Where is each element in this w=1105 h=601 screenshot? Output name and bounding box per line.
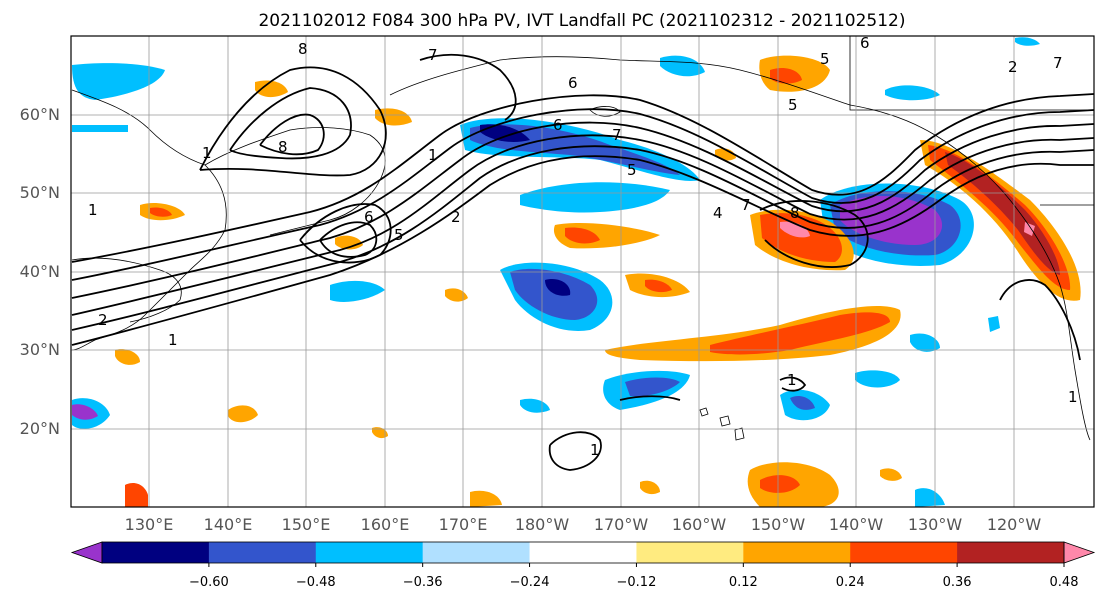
colorbar-tick-label: 0.24 [836,575,865,590]
pv-contours [71,53,1095,471]
lat-label: 20°N [20,419,60,438]
lon-label: 150°W [751,515,806,534]
contour-label: 7 [428,46,438,64]
contour-label: 5 [820,50,830,68]
lat-label: 30°N [20,340,60,359]
contour-label: 6 [860,34,870,52]
lon-label: 180°W [515,515,570,534]
colorbar-tick-label: −0.12 [617,575,657,590]
contour-label: 8 [278,138,288,156]
contour-label: 6 [568,74,578,92]
map-panel: 8 7 6 5 8 1 1 2 6 5 2 1 7 6 5 4 7 8 6 5 … [70,34,1095,508]
contour-label: 5 [788,96,798,114]
latitude-labels: 60°N 50°N 40°N 30°N 20°N [20,105,60,438]
contour-label: 1 [202,144,212,162]
contour-label: 5 [627,161,637,179]
colorbar-tick-label: −0.48 [296,575,336,590]
contour-label-group: 8 7 6 5 8 1 1 2 6 5 2 1 7 6 5 4 7 8 6 5 … [88,34,1078,459]
contour-label: 1 [787,371,797,389]
contour-label: 2 [1008,58,1018,76]
contour-label: 8 [790,204,800,222]
contour-label: 7 [1053,54,1063,72]
contour-label: 5 [394,226,404,244]
contour-label: 2 [98,311,108,329]
contour-label: 6 [553,116,563,134]
lon-label: 160°W [672,515,727,534]
contour-label: 4 [713,204,723,222]
contour-label: 1 [428,146,438,164]
colorbar-segment [743,542,851,563]
colorbar-tick-label: −0.60 [189,575,229,590]
colorbar-segment [315,542,424,563]
colorbar-segment [102,542,210,563]
contour-label: 1 [590,441,600,459]
contour-label: 1 [1068,388,1078,406]
contour-label: 7 [741,196,751,214]
lon-label: 140°W [829,515,884,534]
colorbar-segment [422,542,531,563]
lon-label: 140°E [204,515,253,534]
lat-label: 60°N [20,105,60,124]
colorbar-frame [101,541,1065,564]
contour-label: 1 [88,201,98,219]
colorbar-tick-label: 0.36 [943,575,972,590]
contour-label: 7 [612,126,622,144]
lon-label: 120°W [987,515,1042,534]
map-frame [70,35,1095,508]
colorbar-tick-label: −0.36 [403,575,443,590]
colorbar-segment [850,542,958,563]
coastlines [71,36,1094,441]
colorbar-tick-label: −0.24 [510,575,550,590]
lon-label: 150°E [282,515,331,534]
lon-label: 130°E [125,515,174,534]
figure-title: 2021102012 F084 300 hPa PV, IVT Landfall… [258,11,905,31]
lon-label: 170°W [594,515,649,534]
longitude-labels: 130°E 140°E 150°E 160°E 170°E 180°W 170°… [125,515,1042,534]
colorbar: −0.60 −0.48 −0.36 −0.24 −0.12 0.12 0.24 0.36 0.4… [70,541,1096,590]
contour-label: 8 [298,40,308,58]
contour-label: 2 [451,208,461,226]
colorbar-segment [636,542,744,563]
lat-label: 40°N [20,262,60,281]
contour-label: 6 [364,208,374,226]
contour-label: 1 [168,331,178,349]
colorbar-extend-low [70,541,103,564]
colorbar-segment [208,542,317,563]
lon-label: 160°E [361,515,410,534]
colorbar-segment [957,542,1065,563]
colorbar-segment [529,542,637,563]
colorbar-tick-label: 0.48 [1050,575,1079,590]
colorbar-extend-high [1063,541,1096,564]
lon-label: 170°E [439,515,488,534]
colorbar-tick-label: 0.12 [729,575,758,590]
lon-label: 130°W [908,515,963,534]
lat-label: 50°N [20,183,60,202]
